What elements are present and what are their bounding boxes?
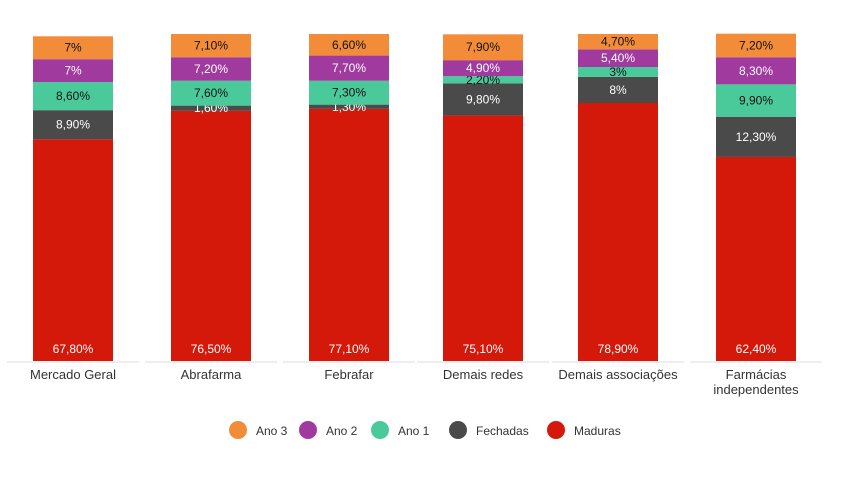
bar-segment-fechadas: [33, 110, 113, 140]
category-label: Farmácias: [726, 367, 787, 382]
legend-label: Ano 3: [256, 424, 288, 438]
bars-group: 67,80%8,90%8,60%7%7%76,50%1,60%7,60%7,20…: [33, 33, 796, 362]
legend-swatch: [547, 421, 565, 439]
category-label: Demais associações: [558, 367, 678, 382]
bar-segment-fechadas: [171, 105, 251, 111]
category-label: Abrafarma: [181, 367, 242, 382]
data-label-maduras: 62,40%: [736, 342, 777, 356]
bar-segment-ano-2: [578, 49, 658, 68]
data-label-ano-3: 7%: [64, 41, 82, 55]
legend-item-fechadas: Fechadas: [449, 421, 529, 439]
category-label: Mercado Geral: [30, 367, 116, 382]
data-label-ano-3: 6,60%: [332, 38, 366, 52]
data-label-ano-1: 3%: [609, 65, 627, 79]
bar-segment-ano-3: [171, 34, 251, 58]
bar-segment-maduras: [33, 139, 113, 361]
data-label-maduras: 67,80%: [53, 342, 94, 356]
bar-segment-ano-1: [33, 82, 113, 111]
data-label-ano-2: 7%: [64, 64, 82, 78]
bar-segment-ano-2: [716, 57, 796, 85]
data-label-maduras: 76,50%: [191, 342, 232, 356]
legend-item-maduras: Maduras: [547, 421, 621, 439]
bar-segment-fechadas: [309, 104, 389, 109]
bar-segment-ano-1: [578, 67, 658, 77]
category-labels: Mercado Geral Abrafarma Febrafar Demais red…: [30, 367, 799, 397]
legend-label: Ano 2: [326, 424, 358, 438]
bar-segment-maduras: [309, 108, 389, 362]
data-label-maduras: 78,90%: [598, 342, 639, 356]
legend-swatch: [371, 421, 389, 439]
legend-swatch: [449, 421, 467, 439]
data-label-fechadas: 12,30%: [736, 130, 777, 144]
data-label-ano-2: 7,70%: [332, 61, 366, 75]
data-label-ano-2: 5,40%: [601, 51, 635, 65]
legend-item-ano-1: Ano 1: [371, 421, 430, 439]
data-label-fechadas: 8,90%: [56, 118, 90, 132]
data-label-ano-2: 4,90%: [466, 61, 500, 75]
data-label-maduras: 75,10%: [463, 342, 504, 356]
legend-item-ano-2: Ano 2: [299, 421, 358, 439]
bar-segment-ano-1: [716, 84, 796, 117]
bar-segment-ano-3: [716, 33, 796, 58]
data-label-ano-1: 8,60%: [56, 89, 90, 103]
bar-segment-ano-3: [33, 36, 113, 60]
legend-label: Maduras: [574, 424, 621, 438]
bar-segment-maduras: [578, 102, 658, 361]
category-label: Febrafar: [324, 367, 374, 382]
bar-segment-ano-2: [309, 55, 389, 81]
legend-label: Ano 1: [398, 424, 430, 438]
bar-segment-ano-3: [578, 34, 658, 50]
category-label: Demais redes: [443, 367, 524, 382]
legend-swatch: [229, 421, 247, 439]
data-label-ano-1: 7,60%: [194, 86, 228, 100]
data-label-ano-1: 2,20%: [466, 73, 500, 87]
bar-segment-fechadas: [716, 116, 796, 157]
data-label-ano-3: 7,10%: [194, 39, 228, 53]
bar-segment-ano-3: [443, 34, 523, 61]
category-label: independentes: [713, 382, 799, 397]
data-label-fechadas: 8%: [609, 83, 627, 97]
bar-segment-ano-3: [309, 34, 389, 56]
data-label-ano-1: 9,90%: [739, 94, 773, 108]
bar-segment-ano-1: [309, 80, 389, 105]
legend: Ano 3 Ano 2 Ano 1 Fechadas Maduras: [229, 421, 621, 439]
legend-swatch: [299, 421, 317, 439]
data-label-fechadas: 9,80%: [466, 92, 500, 106]
data-label-ano-2: 7,20%: [194, 62, 228, 76]
data-label-ano-3: 7,90%: [466, 40, 500, 54]
bar-segment-fechadas: [578, 76, 658, 103]
data-label-maduras: 77,10%: [329, 342, 370, 356]
data-label-ano-2: 8,30%: [739, 64, 773, 78]
data-label-ano-1: 7,30%: [332, 86, 366, 100]
bar-segment-maduras: [443, 115, 523, 361]
bar-segment-ano-1: [171, 80, 251, 106]
bar-segment-maduras: [716, 156, 796, 361]
legend-item-ano-3: Ano 3: [229, 421, 288, 439]
bar-segment-ano-2: [33, 59, 113, 83]
bar-segment-maduras: [171, 110, 251, 361]
bar-segment-fechadas: [443, 83, 523, 116]
bar-segment-ano-1: [443, 76, 523, 84]
data-label-ano-3: 4,70%: [601, 35, 635, 49]
bar-segment-ano-2: [171, 57, 251, 81]
data-label-ano-3: 7,20%: [739, 38, 773, 52]
legend-label: Fechadas: [476, 424, 529, 438]
bar-segment-ano-2: [443, 60, 523, 77]
